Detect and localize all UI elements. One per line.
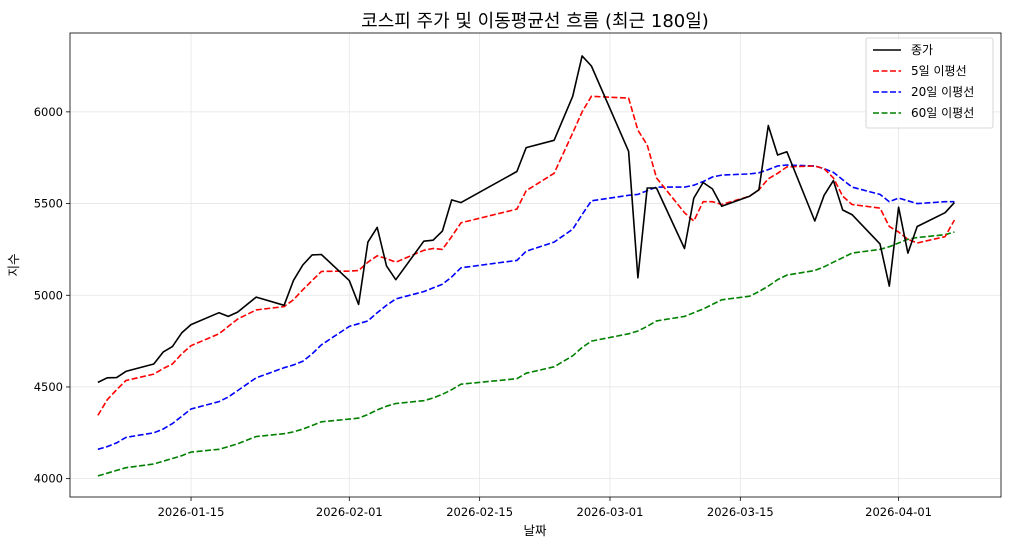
x-tick-label: 2026-03-15 (707, 505, 774, 519)
legend: 종가 5일 이평선 20일 이평선 60일 이평선 (865, 37, 994, 129)
series-layer (97, 55, 956, 477)
series-line-1 (97, 95, 956, 416)
legend-label-2: 20일 이평선 (911, 85, 974, 99)
legend-label-3: 60일 이평선 (911, 106, 974, 120)
legend-box (865, 37, 994, 129)
y-tick-label: 6000 (34, 105, 63, 119)
x-tick-label: 2026-03-01 (577, 505, 644, 519)
x-tick-label: 2026-02-01 (316, 505, 383, 519)
x-tick-label: 2026-01-15 (158, 505, 225, 519)
series-line-0 (97, 55, 955, 384)
tick-layer: 2026-01-15 2026-02-01 2026-02-15 2026-03-01… (34, 105, 932, 519)
x-axis-label: 날짜 (523, 523, 547, 538)
chart-title: 코스피 주가 및 이동평균선 흐름 (최근 180일) (361, 11, 709, 32)
y-tick-label: 5500 (34, 197, 63, 211)
legend-label-1: 5일 이평선 (911, 64, 967, 78)
series-line-3 (97, 231, 955, 477)
y-tick-label: 4000 (34, 472, 63, 486)
x-tick-label: 2026-04-01 (865, 505, 932, 519)
y-axis-label: 지수 (6, 253, 21, 276)
x-tick-label: 2026-02-15 (446, 505, 513, 519)
legend-label-0: 종가 (911, 43, 933, 57)
plot-frame (69, 32, 1002, 498)
y-tick-label: 4500 (34, 380, 63, 394)
y-tick-label: 5000 (34, 288, 63, 302)
